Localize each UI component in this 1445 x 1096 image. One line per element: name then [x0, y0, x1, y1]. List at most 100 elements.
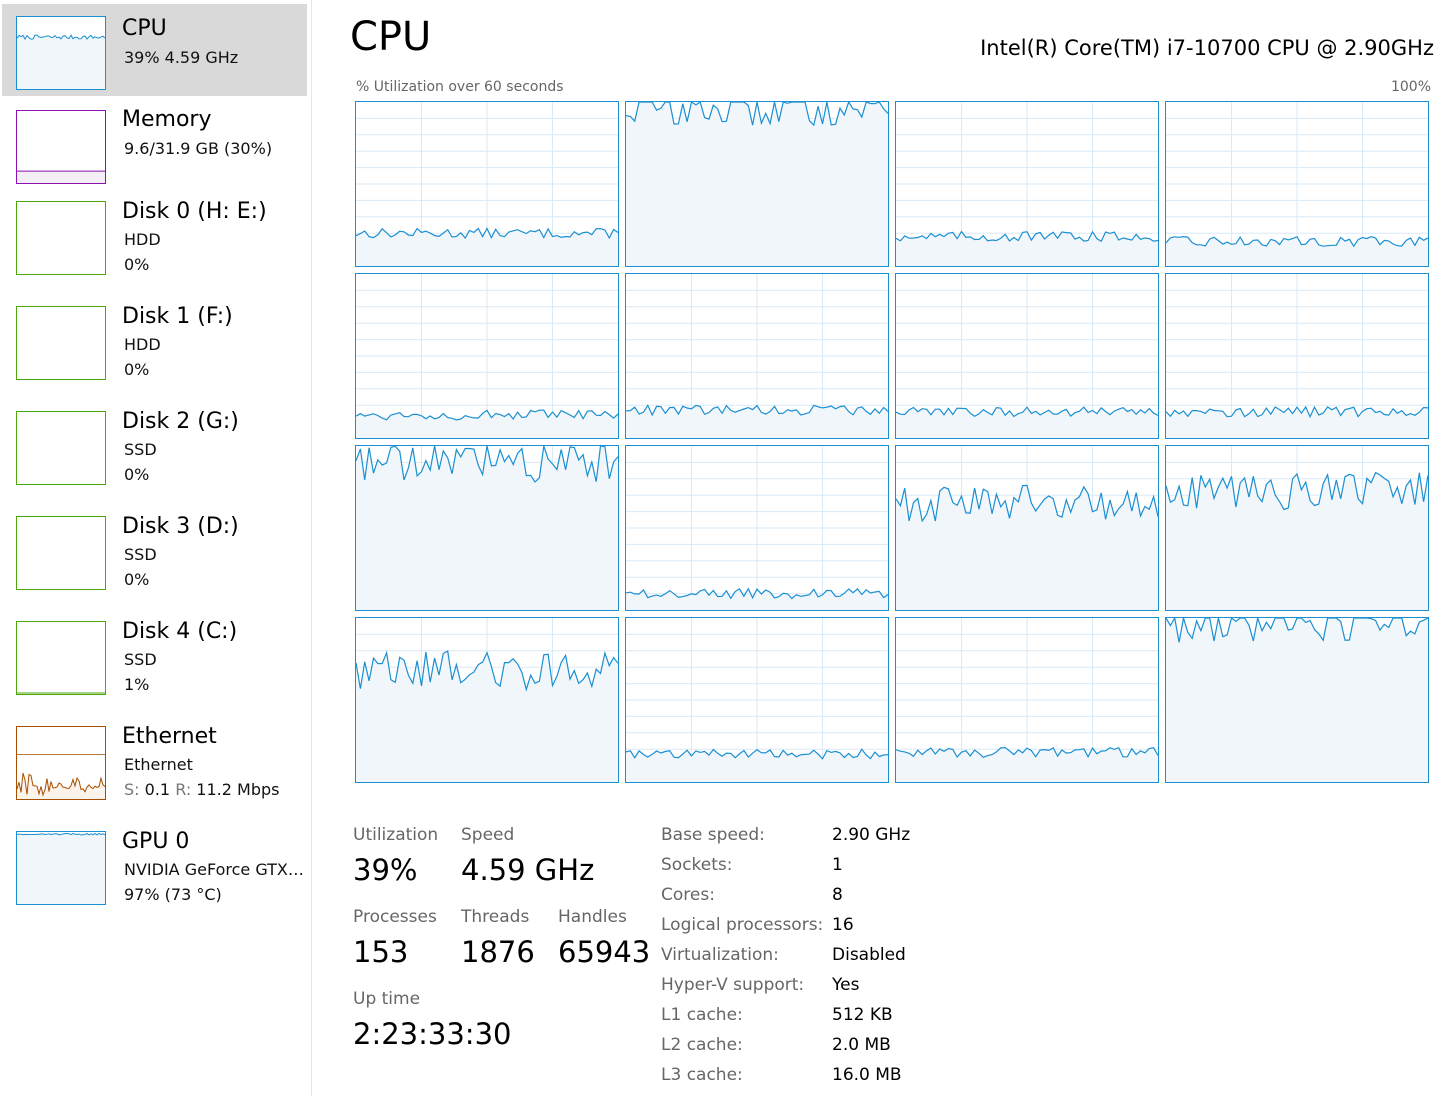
usage-area	[17, 833, 105, 904]
virtualization-value: Disabled	[832, 945, 906, 965]
utilization-line	[356, 650, 618, 692]
threads-label: Threads	[461, 907, 530, 927]
sidebar-item-detail: 9.6/31.9 GB (30%)	[124, 139, 273, 158]
disk-2-thumbnail-graph	[16, 411, 106, 485]
utilization-area	[356, 228, 618, 266]
sidebar-item-ethernet[interactable]: Ethernet Ethernet S: 0.1 R: 11.2 Mbps	[2, 715, 307, 807]
virtualization-label: Virtualization:	[661, 945, 779, 965]
sidebar-item-type: SSD	[124, 650, 157, 669]
utilization-area	[626, 588, 888, 610]
logical-processor-graph	[1165, 617, 1429, 783]
graph-max-label: 100%	[1390, 79, 1431, 95]
logical-processor-graph	[625, 617, 889, 783]
sidebar-item-disk-2[interactable]: Disk 2 (G:) SSD 0%	[2, 400, 307, 492]
cpu-thumbnail-graph	[16, 16, 106, 90]
utilization-area	[626, 405, 888, 438]
utilization-line	[626, 748, 888, 760]
logical-processor-graph	[895, 617, 1159, 783]
page-title: CPU	[350, 14, 432, 60]
base-speed-label: Base speed:	[661, 825, 765, 845]
logical-processor-graph	[895, 445, 1159, 611]
utilization-area	[896, 485, 1158, 610]
utilization-line	[1166, 471, 1428, 511]
processes-value: 153	[353, 935, 409, 969]
utilization-area	[356, 446, 618, 610]
utilization-area	[896, 231, 1158, 266]
logical-processors-value: 16	[832, 915, 854, 935]
sidebar-item-title: Memory	[122, 107, 212, 132]
sidebar-item-gpu-name: NVIDIA GeForce GTX ...	[124, 860, 307, 879]
send-label: S:	[124, 780, 140, 799]
logical-processor-graph	[625, 273, 889, 439]
logical-processor-graph	[355, 101, 619, 267]
memory-thumbnail-graph	[16, 110, 106, 184]
l2-cache-value: 2.0 MB	[832, 1035, 891, 1055]
utilization-area	[1166, 236, 1428, 266]
logical-processor-graph	[1165, 273, 1429, 439]
utilization-area	[356, 651, 618, 782]
logical-processor-graph	[895, 101, 1159, 267]
utilization-area	[356, 410, 618, 438]
disk-1-thumbnail-graph	[16, 306, 106, 380]
graph-caption: % Utilization over 60 seconds	[356, 79, 564, 95]
sidebar-item-usage: 0%	[124, 465, 150, 484]
utilization-area	[1166, 618, 1428, 782]
ethernet-throughput: S: 0.1 R: 11.2 Mbps	[124, 780, 279, 799]
sidebar-item-title: Ethernet	[122, 724, 217, 749]
hyper-v-support-label: Hyper-V support:	[661, 975, 805, 995]
sidebar-item-title: Disk 4 (C:)	[122, 619, 238, 644]
utilization-line	[356, 227, 618, 240]
sidebar-item-usage: 0%	[124, 360, 150, 379]
l3-cache-label: L3 cache:	[661, 1065, 743, 1085]
utilization-line	[1166, 235, 1428, 248]
speed-label: Speed	[461, 825, 515, 845]
handles-value: 65943	[558, 935, 651, 969]
threads-value: 1876	[461, 935, 535, 969]
logical-processor-graph	[1165, 445, 1429, 611]
sidebar-item-gpu-0[interactable]: GPU 0 NVIDIA GeForce GTX ... 97% (73 °C)	[2, 820, 307, 912]
utilization-area	[1166, 406, 1428, 438]
disk-4-thumbnail-graph	[16, 621, 106, 695]
utilization-line	[896, 484, 1158, 523]
l2-cache-label: L2 cache:	[661, 1035, 743, 1055]
sidebar-item-usage: 97% (73 °C)	[124, 885, 222, 904]
sidebar-item-disk-3[interactable]: Disk 3 (D:) SSD 0%	[2, 505, 307, 597]
sockets-label: Sockets:	[661, 855, 733, 875]
sidebar-item-disk-4[interactable]: Disk 4 (C:) SSD 1%	[2, 610, 307, 702]
hyper-v-support-value: Yes	[832, 975, 860, 995]
utilization-line	[896, 230, 1158, 243]
ethernet-thumbnail-graph	[16, 726, 106, 800]
sidebar-item-type: SSD	[124, 440, 157, 459]
sockets-value: 1	[832, 855, 843, 875]
utilization-line	[896, 746, 1158, 759]
uptime-value: 2:23:33:30	[353, 1017, 512, 1051]
sidebar: CPU 39% 4.59 GHz Memory 9.6/31.9 GB (30%…	[0, 0, 312, 1096]
receive-value: 11.2 Mbps	[196, 780, 280, 799]
l1-cache-label: L1 cache:	[661, 1005, 743, 1025]
logical-processor-graph	[895, 273, 1159, 439]
usage-area	[17, 171, 105, 183]
sidebar-item-detail: 39% 4.59 GHz	[124, 48, 239, 67]
sidebar-item-title: Disk 2 (G:)	[122, 409, 239, 434]
usage-area	[17, 35, 105, 89]
usage-line	[17, 832, 105, 836]
sidebar-item-disk-1[interactable]: Disk 1 (F:) HDD 0%	[2, 295, 307, 387]
receive-label: R:	[175, 780, 192, 799]
sidebar-item-memory[interactable]: Memory 9.6/31.9 GB (30%)	[2, 98, 307, 190]
sidebar-item-disk-0[interactable]: Disk 0 (H: E:) HDD 0%	[2, 190, 307, 282]
utilization-area	[626, 749, 888, 782]
sidebar-item-cpu[interactable]: CPU 39% 4.59 GHz	[2, 4, 307, 96]
cpu-model-name: Intel(R) Core(TM) i7-10700 CPU @ 2.90GHz	[980, 36, 1434, 60]
utilization-line	[356, 409, 618, 421]
logical-processor-graph	[625, 445, 889, 611]
utilization-line	[626, 102, 888, 127]
cores-value: 8	[832, 885, 843, 905]
handles-label: Handles	[558, 907, 627, 927]
gpu-0-thumbnail-graph	[16, 831, 106, 905]
l3-cache-value: 16.0 MB	[832, 1065, 902, 1085]
logical-processors-label: Logical processors:	[661, 915, 824, 935]
sidebar-item-usage: 1%	[124, 675, 150, 694]
processes-label: Processes	[353, 907, 437, 927]
utilization-value: 39%	[353, 853, 418, 887]
sidebar-item-title: GPU 0	[122, 829, 190, 854]
